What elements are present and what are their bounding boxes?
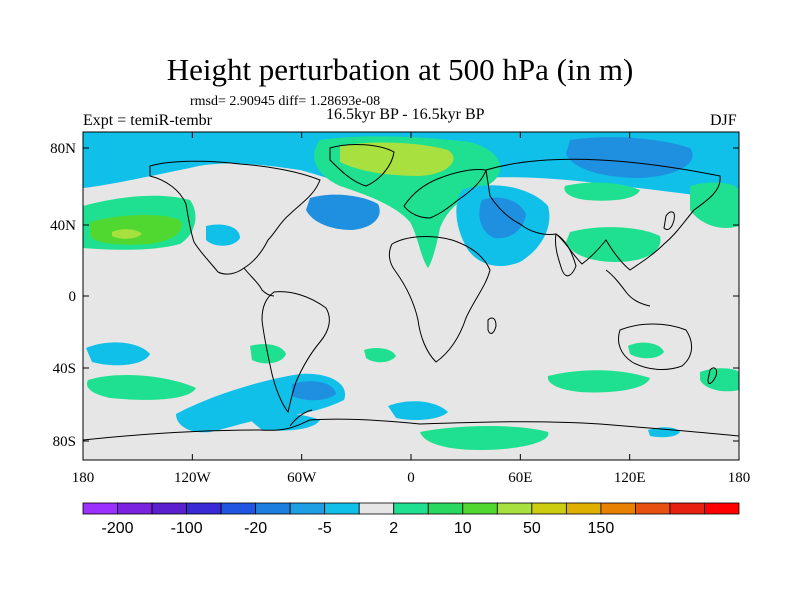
coast-antarctica [83, 418, 739, 441]
contour-atlantic-negative [306, 194, 380, 230]
colorbar-swatch [531, 502, 567, 515]
colorbar-swatch [186, 502, 222, 515]
colorbar-swatch [496, 502, 533, 515]
colorbar-swatch [565, 502, 602, 515]
x-tick-label: 60W [287, 470, 317, 486]
contour-pacific-peak [112, 229, 142, 239]
contour-eurasia-core [479, 197, 526, 239]
colorbar-swatch [600, 502, 636, 515]
coast-japan [663, 211, 675, 231]
contour-north-pacific-core [90, 214, 182, 245]
contour-east-asia-positive [566, 227, 661, 262]
map-title: Height perturbation at 500 hPa (in m) [166, 52, 634, 87]
map-axes: 180 120W 60W 0 60E 120E 180 80N 40N 0 40S 80S [50, 132, 750, 486]
coast-north-america [149, 160, 321, 275]
season-label: DJF [710, 112, 737, 129]
colorbar-swatch [462, 502, 498, 515]
contour-central-asia-positive [564, 182, 640, 201]
x-tick-label: 180 [72, 470, 95, 486]
contour-south-indian-negative [388, 401, 448, 420]
contour-australia-positive [628, 342, 664, 359]
coast-europe [403, 169, 487, 219]
contour-east-pacific-positive [700, 368, 739, 392]
colorbar-label: 50 [523, 520, 541, 537]
colorbar-label: -100 [171, 520, 203, 537]
colorbar-swatch [151, 502, 187, 515]
colorbar: -200 -100 -20 -5 2 10 50 150 [82, 502, 740, 537]
colorbar-swatch [427, 502, 464, 515]
colorbar-label: 150 [588, 520, 615, 537]
contour-greenland-peak [340, 142, 454, 176]
contour-south-pacific-negative [86, 342, 150, 366]
y-tick-label: 40S [53, 361, 76, 377]
y-tick-label: 0 [69, 289, 77, 305]
coast-madagascar [487, 317, 497, 334]
coast-southeast-asia [605, 269, 651, 307]
y-tick-label: 80N [50, 141, 76, 157]
x-tick-label: 60E [508, 470, 532, 486]
contour-field [83, 132, 739, 460]
contour-south-pacific-positive [86, 374, 196, 400]
colorbar-label: -200 [102, 520, 134, 537]
period-label: 16.5kyr BP - 16.5kyr BP [326, 106, 485, 123]
contour-siberia-negative [566, 137, 693, 178]
y-tick-label: 40N [50, 218, 76, 234]
contour-antarctic-positive [420, 426, 549, 450]
colorbar-label: 2 [389, 520, 398, 537]
coast-asia [485, 158, 721, 271]
contour-west-pacific-negative [206, 224, 240, 246]
colorbar-swatch [393, 502, 429, 515]
statistics-label: rmsd= 2.90945 diff= 1.28693e-08 [190, 94, 381, 109]
colorbar-swatch [289, 502, 326, 515]
coast-south-america [261, 291, 330, 414]
coast-india [555, 233, 577, 277]
coast-africa [388, 236, 491, 363]
x-tick-label: 120W [174, 470, 212, 486]
colorbar-label: 10 [454, 520, 472, 537]
coast-new-zealand [707, 367, 717, 384]
colorbar-label: -5 [318, 520, 332, 537]
coast-australia [618, 323, 692, 370]
colorbar-label: -20 [244, 520, 267, 537]
colorbar-swatch [704, 502, 740, 515]
colorbar-swatch [358, 502, 395, 515]
x-tick-label: 180 [728, 470, 751, 486]
x-tick-label: 120E [614, 470, 646, 486]
contour-drake-negative [250, 414, 320, 431]
coast-antarctic-peninsula [289, 409, 313, 427]
contour-south-atlantic-positive [364, 348, 396, 363]
colorbar-swatch [669, 502, 705, 515]
contour-pacific-east-positive [690, 182, 739, 229]
x-tick-label: 0 [407, 470, 415, 486]
coast-greenland [329, 144, 395, 187]
experiment-label: Expt = temiR-tembr [83, 112, 212, 129]
coastlines [83, 144, 739, 441]
colorbar-swatch [635, 502, 671, 515]
colorbar-swatch [220, 502, 257, 515]
y-tick-label: 80S [53, 434, 76, 450]
contour-southern-ocean-negative-core [292, 381, 336, 401]
colorbar-swatch [117, 502, 153, 515]
colorbar-swatch [324, 502, 360, 515]
colorbar-swatch [82, 502, 118, 515]
colorbar-swatch [255, 502, 291, 515]
contour-indian-ocean-positive [547, 370, 650, 393]
